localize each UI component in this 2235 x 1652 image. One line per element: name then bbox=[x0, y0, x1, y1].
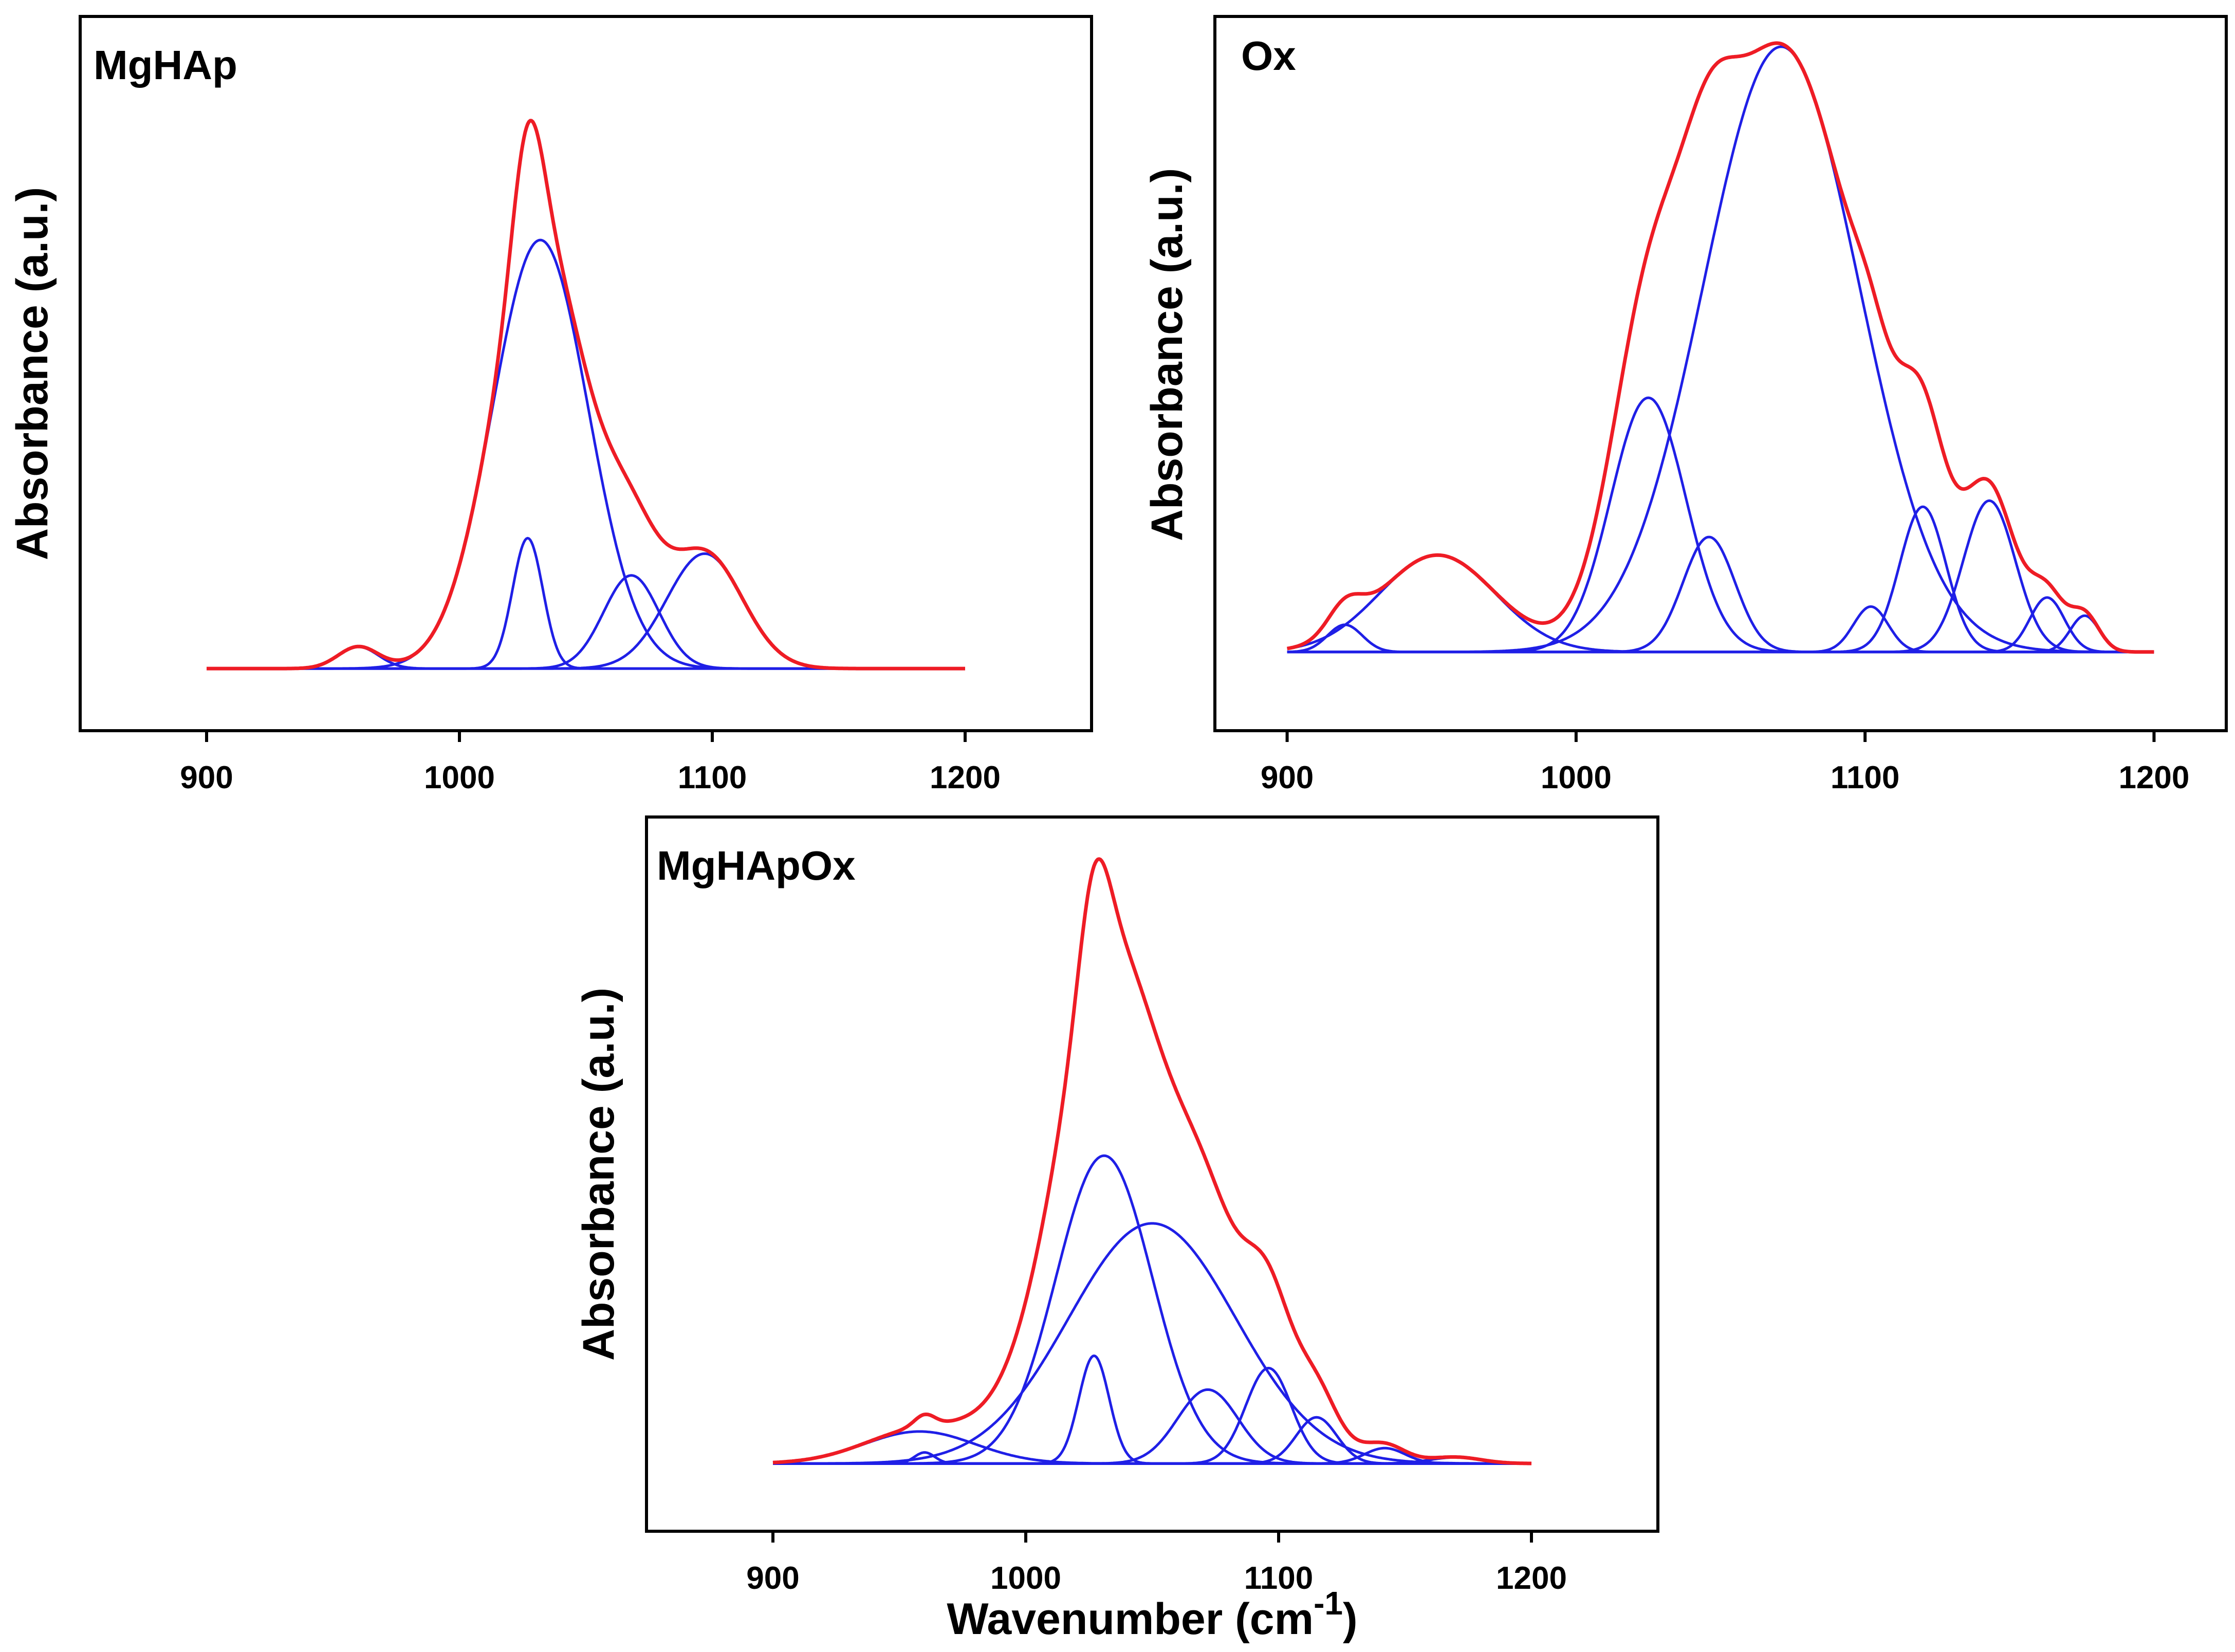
component-peak-1072 bbox=[773, 1388, 1531, 1465]
envelope-curve bbox=[1286, 41, 2155, 654]
x-axis-ticks: 900 1000 1100 1200 bbox=[180, 731, 1001, 795]
component-peak-1032 bbox=[207, 238, 965, 670]
component-peak-1050 bbox=[773, 1222, 1531, 1465]
panel-title: Ox bbox=[1241, 33, 1296, 79]
x-tick-label-1200: 1200 bbox=[930, 760, 1001, 795]
x-axis-label-main: Wavenumber (cm bbox=[947, 1594, 1314, 1644]
x-tick-label-900: 900 bbox=[180, 760, 233, 795]
component-peak-1068 bbox=[207, 574, 965, 670]
x-tick-label-1200: 1200 bbox=[2118, 760, 2189, 795]
x-tick-label-1000: 1000 bbox=[1541, 760, 1612, 795]
x-axis-ticks: 900 1000 1100 1200 bbox=[746, 1531, 1567, 1596]
component-peak-1163 bbox=[1287, 596, 2154, 654]
component-peak-1170 bbox=[773, 1456, 1532, 1465]
plot-frame bbox=[645, 815, 1659, 1533]
x-tick-label-900: 900 bbox=[1261, 760, 1314, 795]
envelope-curve bbox=[772, 857, 1532, 1465]
x-tick-label-1100: 1100 bbox=[1244, 1561, 1314, 1596]
panel-mghap: MgHAp Absorbance (a.u.) 900 1000 1100 1200 bbox=[8, 15, 1093, 795]
x-axis-label: Wavenumber (cm-1) bbox=[947, 1585, 1357, 1644]
component-peak-1097 bbox=[207, 552, 965, 670]
envelope-curve bbox=[206, 119, 966, 671]
panel-mghapox: MgHApOx Absorbance (a.u.) 900 1000 1100 120… bbox=[574, 815, 1659, 1596]
component-peak-1031 bbox=[773, 1154, 1531, 1465]
x-tick-label-1100: 1100 bbox=[1831, 760, 1900, 795]
panel-ox: Ox Absorbance (a.u.) 900 1000 1100 1200 bbox=[1142, 15, 2228, 795]
spectrum-plot bbox=[206, 119, 966, 671]
component-peak-1027 bbox=[773, 1354, 1531, 1465]
x-axis-label-close: ) bbox=[1343, 1594, 1358, 1644]
component-peak-952 bbox=[1287, 553, 2154, 654]
plot-frame bbox=[1213, 15, 2228, 732]
component-peak-1025 bbox=[1287, 396, 2154, 654]
panel-title: MgHAp bbox=[94, 42, 237, 88]
x-tick-label-1100: 1100 bbox=[678, 760, 747, 795]
component-peak-1027 bbox=[207, 536, 965, 670]
x-axis-ticks: 900 1000 1100 1200 bbox=[1261, 731, 2189, 795]
x-tick-label-900: 900 bbox=[746, 1561, 799, 1596]
x-tick-label-1000: 1000 bbox=[990, 1561, 1061, 1596]
component-peak-1176 bbox=[1287, 614, 2154, 654]
x-tick-label-1000: 1000 bbox=[424, 760, 495, 795]
spectrum-plot bbox=[772, 857, 1532, 1465]
y-axis-label: Absorbance (a.u.) bbox=[8, 187, 57, 560]
y-axis-label: Absorbance (a.u.) bbox=[1142, 168, 1192, 541]
panel-title: MgHApOx bbox=[657, 843, 856, 888]
component-peak-1046 bbox=[1287, 535, 2154, 654]
x-tick-label-1200: 1200 bbox=[1496, 1561, 1567, 1596]
spectrum-plot bbox=[1286, 41, 2155, 654]
x-axis-label-superscript: -1 bbox=[1314, 1585, 1343, 1622]
y-axis-label: Absorbance (a.u.) bbox=[574, 988, 623, 1361]
plot-frame bbox=[79, 15, 1093, 732]
